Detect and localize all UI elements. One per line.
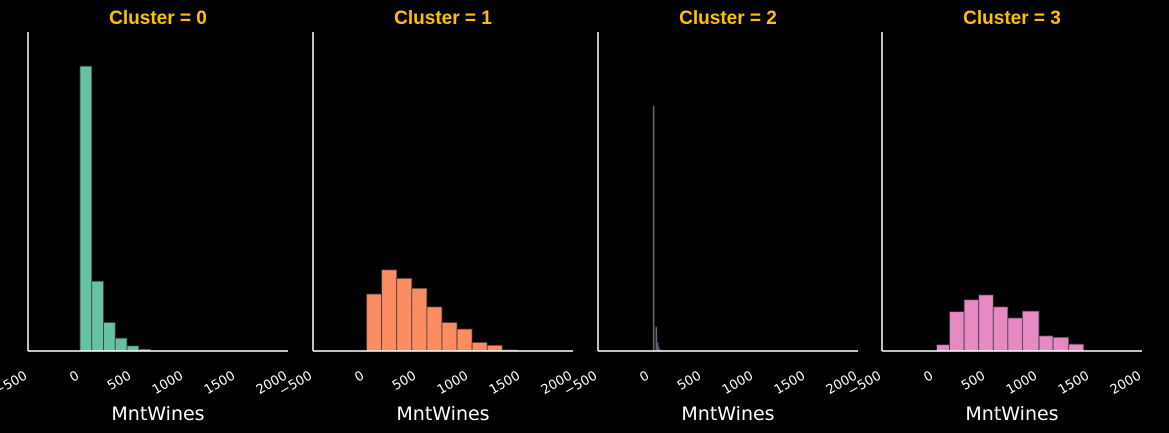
histogram-bar [963, 299, 980, 352]
x-tick-label: 2000 [1108, 368, 1144, 398]
histogram-bar [441, 322, 458, 352]
histogram-bar [381, 269, 398, 352]
x-tick-label: 1000 [435, 368, 471, 398]
histogram-bar [1038, 335, 1054, 352]
histogram-bar [79, 65, 93, 352]
panel-title: Cluster = 3 [963, 8, 1061, 29]
histogram-bar [426, 306, 443, 352]
histogram-bar [936, 344, 950, 352]
histogram-bar [1068, 343, 1085, 352]
x-tick-label: 1000 [720, 368, 756, 398]
histogram-bar [91, 280, 104, 352]
panel-title: Cluster = 2 [679, 8, 777, 29]
x-tick-label: 1500 [202, 368, 238, 398]
histogram-bar [396, 277, 413, 352]
x-tick-label: 1500 [487, 368, 523, 398]
histogram-bar [114, 337, 128, 352]
x-tick-label: 0 [921, 368, 936, 385]
x-tick-label: 1500 [772, 368, 808, 398]
x-tick-label: 1500 [1056, 368, 1092, 398]
x-axis-title: MntWines [111, 403, 204, 425]
x-tick-label: 500 [105, 368, 134, 393]
histogram-bar [486, 344, 503, 352]
histogram-bar [1022, 310, 1040, 352]
histogram-bar [456, 328, 473, 352]
histogram-bar [978, 294, 994, 352]
histogram-bar [1007, 317, 1023, 352]
x-tick-label: 1000 [1004, 368, 1040, 398]
x-tick-label: 0 [67, 368, 82, 385]
x-axis-title: MntWines [396, 403, 489, 425]
x-tick-label: 500 [390, 368, 419, 393]
histogram-bar [126, 345, 140, 352]
x-tick-label: 500 [675, 368, 704, 393]
histogram-bar [103, 322, 116, 352]
panel-title: Cluster = 1 [394, 8, 492, 29]
x-axis-title: MntWines [965, 403, 1058, 425]
histogram-bar [652, 105, 655, 352]
x-tick-label: 500 [959, 368, 988, 393]
histogram-bar [366, 293, 383, 352]
histogram-bar [1052, 336, 1070, 352]
x-tick-label: 0 [637, 368, 652, 385]
histogram-bar [992, 306, 1009, 352]
panel-title: Cluster = 0 [109, 8, 207, 29]
histogram-bar [471, 342, 488, 352]
histogram-bar [411, 287, 428, 352]
x-tick-label: 0 [352, 368, 367, 385]
x-tick-label: 1000 [150, 368, 186, 398]
histogram-bar [949, 311, 965, 352]
x-tick-label: −500 [0, 368, 30, 399]
x-axis-title: MntWines [681, 403, 774, 425]
